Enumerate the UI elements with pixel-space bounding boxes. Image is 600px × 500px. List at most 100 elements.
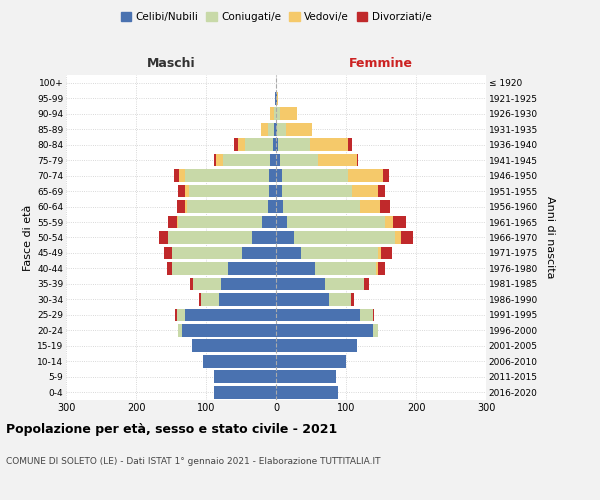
- Bar: [356, 154, 358, 166]
- Bar: [178, 216, 262, 228]
- Y-axis label: Anni di nascita: Anni di nascita: [545, 196, 554, 279]
- Bar: [277, 92, 278, 104]
- Bar: [187, 200, 268, 213]
- Bar: [276, 92, 277, 104]
- Bar: [287, 216, 385, 228]
- Bar: [176, 200, 185, 213]
- Bar: [286, 123, 313, 136]
- Bar: [199, 293, 201, 306]
- Bar: [352, 184, 378, 198]
- Bar: [378, 262, 385, 275]
- Bar: [377, 246, 381, 260]
- Bar: [276, 308, 360, 321]
- Bar: [276, 169, 281, 182]
- Bar: [182, 324, 276, 336]
- Bar: [179, 169, 185, 182]
- Bar: [276, 293, 329, 306]
- Bar: [276, 278, 325, 290]
- Bar: [380, 200, 390, 213]
- Bar: [203, 355, 276, 368]
- Bar: [223, 154, 271, 166]
- Bar: [276, 200, 283, 213]
- Bar: [167, 231, 251, 244]
- Bar: [271, 108, 274, 120]
- Bar: [276, 216, 287, 228]
- Bar: [174, 169, 179, 182]
- Bar: [276, 386, 338, 398]
- Bar: [218, 293, 276, 306]
- Bar: [269, 169, 276, 182]
- Bar: [329, 293, 351, 306]
- Bar: [393, 216, 406, 228]
- Bar: [271, 154, 276, 166]
- Bar: [172, 246, 242, 260]
- Y-axis label: Fasce di età: Fasce di età: [23, 204, 33, 270]
- Bar: [245, 138, 272, 151]
- Bar: [167, 262, 172, 275]
- Bar: [238, 138, 245, 151]
- Bar: [276, 108, 280, 120]
- Bar: [251, 231, 276, 244]
- Bar: [275, 92, 276, 104]
- Bar: [348, 169, 383, 182]
- Bar: [314, 262, 376, 275]
- Bar: [276, 184, 281, 198]
- Bar: [221, 278, 276, 290]
- Bar: [242, 246, 276, 260]
- Bar: [360, 308, 373, 321]
- Bar: [401, 231, 413, 244]
- Bar: [176, 216, 178, 228]
- Bar: [360, 200, 380, 213]
- Bar: [283, 200, 360, 213]
- Bar: [278, 138, 310, 151]
- Bar: [269, 184, 276, 198]
- Bar: [373, 324, 378, 336]
- Bar: [262, 216, 276, 228]
- Bar: [293, 231, 395, 244]
- Bar: [274, 123, 276, 136]
- Bar: [262, 123, 268, 136]
- Bar: [385, 216, 393, 228]
- Text: Maschi: Maschi: [146, 58, 196, 70]
- Bar: [280, 154, 318, 166]
- Bar: [229, 262, 276, 275]
- Bar: [376, 262, 378, 275]
- Bar: [378, 184, 385, 198]
- Bar: [280, 108, 297, 120]
- Bar: [185, 308, 276, 321]
- Bar: [188, 184, 269, 198]
- Bar: [281, 169, 348, 182]
- Text: Popolazione per età, sesso e stato civile - 2021: Popolazione per età, sesso e stato civil…: [6, 422, 337, 436]
- Bar: [159, 231, 167, 244]
- Bar: [383, 169, 389, 182]
- Bar: [185, 200, 187, 213]
- Bar: [193, 278, 221, 290]
- Bar: [381, 246, 392, 260]
- Bar: [214, 386, 276, 398]
- Bar: [276, 231, 293, 244]
- Bar: [268, 200, 276, 213]
- Bar: [373, 308, 374, 321]
- Bar: [276, 138, 278, 151]
- Bar: [364, 278, 369, 290]
- Bar: [318, 154, 356, 166]
- Text: COMUNE DI SOLETO (LE) - Dati ISTAT 1° gennaio 2021 - Elaborazione TUTTITALIA.IT: COMUNE DI SOLETO (LE) - Dati ISTAT 1° ge…: [6, 458, 380, 466]
- Bar: [185, 169, 269, 182]
- Bar: [325, 278, 364, 290]
- Bar: [175, 308, 176, 321]
- Bar: [172, 262, 229, 275]
- Bar: [276, 154, 280, 166]
- Bar: [310, 138, 348, 151]
- Bar: [185, 184, 188, 198]
- Bar: [176, 308, 185, 321]
- Bar: [234, 138, 238, 151]
- Bar: [190, 278, 193, 290]
- Bar: [216, 154, 223, 166]
- Bar: [276, 340, 356, 352]
- Bar: [268, 123, 274, 136]
- Bar: [164, 246, 172, 260]
- Bar: [281, 184, 352, 198]
- Bar: [348, 138, 352, 151]
- Bar: [272, 138, 276, 151]
- Bar: [192, 340, 276, 352]
